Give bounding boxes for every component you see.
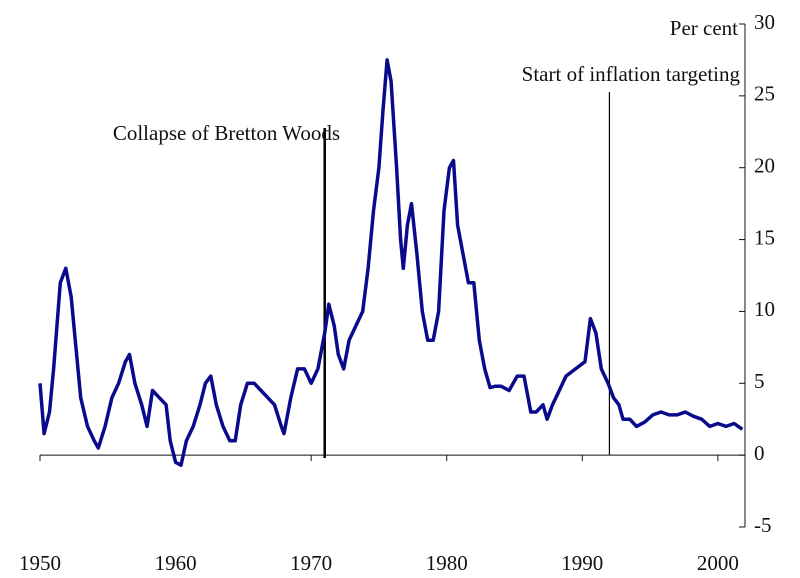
annotation-text: Collapse of Bretton Woods bbox=[113, 121, 340, 145]
x-tick-label: 1980 bbox=[426, 551, 468, 575]
y-tick-label: -5 bbox=[754, 513, 772, 537]
y-tick-label: 0 bbox=[754, 441, 765, 465]
data-line bbox=[38, 58, 744, 467]
y-tick-label: 10 bbox=[754, 297, 775, 321]
y-tick-label: 20 bbox=[754, 154, 775, 178]
x-tick-label: 1960 bbox=[155, 551, 197, 575]
x-tick-label: 1970 bbox=[290, 551, 332, 575]
y-axis-label: Per cent bbox=[670, 16, 738, 40]
annotation-text: Start of inflation targeting bbox=[522, 62, 741, 86]
y-tick-label: 25 bbox=[754, 82, 775, 106]
y-tick-label: 30 bbox=[754, 10, 775, 34]
x-tick-label: 1990 bbox=[561, 551, 603, 575]
y-tick-label: 5 bbox=[754, 369, 765, 393]
x-tick-label: 2000 bbox=[697, 551, 739, 575]
y-tick-label: 15 bbox=[754, 225, 775, 249]
x-tick-label: 1950 bbox=[19, 551, 61, 575]
